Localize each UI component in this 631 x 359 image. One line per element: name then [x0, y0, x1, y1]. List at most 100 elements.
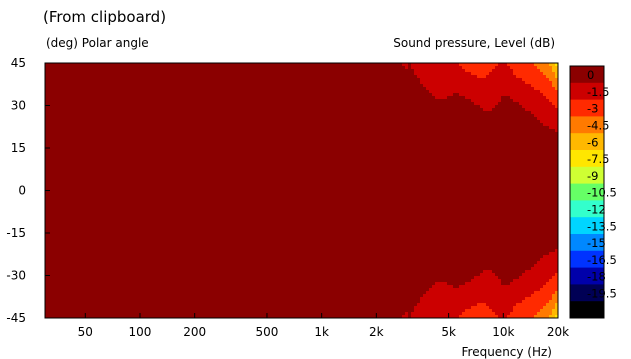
heatmap-cell	[66, 177, 70, 181]
heatmap-cell	[48, 315, 52, 319]
heatmap-cell	[195, 270, 199, 274]
heatmap-cell	[114, 87, 118, 91]
heatmap-cell	[93, 66, 97, 70]
heatmap-cell	[165, 216, 169, 220]
heatmap-cell	[99, 216, 103, 220]
heatmap-cell	[219, 213, 223, 217]
heatmap-cell	[207, 282, 211, 286]
heatmap-cell	[204, 216, 208, 220]
heatmap-cell	[144, 282, 148, 286]
heatmap-cell	[45, 87, 49, 91]
heatmap-cell	[126, 108, 130, 112]
heatmap-cell	[189, 267, 193, 271]
heatmap-cell	[171, 240, 175, 244]
heatmap-cell	[69, 315, 73, 319]
heatmap-cell	[198, 63, 202, 67]
heatmap-cell	[129, 285, 133, 289]
heatmap-cell	[66, 228, 70, 232]
heatmap-cell	[129, 102, 133, 106]
heatmap-cell	[78, 90, 82, 94]
heatmap-cell	[195, 189, 199, 193]
heatmap-cell	[144, 207, 148, 211]
heatmap-cell	[150, 210, 154, 214]
heatmap-cell	[192, 297, 196, 301]
heatmap-cell	[126, 282, 130, 286]
heatmap-cell	[180, 204, 184, 208]
heatmap-cell	[45, 309, 49, 313]
heatmap-cell	[72, 117, 76, 121]
heatmap-cell	[114, 168, 118, 172]
heatmap-cell	[99, 165, 103, 169]
heatmap-cell	[195, 141, 199, 145]
heatmap-cell	[177, 294, 181, 298]
heatmap-cell	[90, 120, 94, 124]
heatmap-cell	[183, 84, 187, 88]
heatmap-cell	[150, 99, 154, 103]
heatmap-cell	[57, 120, 61, 124]
heatmap-cell	[105, 312, 109, 316]
heatmap-cell	[159, 198, 163, 202]
heatmap-cell	[60, 171, 64, 175]
heatmap-cell	[48, 144, 52, 148]
heatmap-cell	[207, 102, 211, 106]
heatmap-cell	[186, 297, 190, 301]
heatmap-cell	[75, 138, 79, 142]
heatmap-cell	[81, 201, 85, 205]
heatmap-cell	[102, 78, 106, 82]
heatmap-cell	[129, 150, 133, 154]
heatmap-cell	[75, 93, 79, 97]
heatmap-cell	[210, 294, 214, 298]
heatmap-cell	[66, 162, 70, 166]
heatmap-cell	[120, 201, 124, 205]
heatmap-cell	[105, 168, 109, 172]
heatmap-cell	[156, 75, 160, 79]
heatmap-cell	[165, 72, 169, 76]
heatmap-cell	[87, 114, 91, 118]
heatmap-cell	[162, 108, 166, 112]
heatmap-cell	[66, 309, 70, 313]
heatmap-cell	[120, 111, 124, 115]
heatmap-cell	[207, 132, 211, 136]
heatmap-cell	[66, 90, 70, 94]
heatmap-cell	[96, 204, 100, 208]
heatmap-cell	[66, 276, 70, 280]
heatmap-cell	[90, 132, 94, 136]
heatmap-cell	[105, 93, 109, 97]
heatmap-cell	[171, 165, 175, 169]
heatmap-cell	[195, 228, 199, 232]
heatmap-cell	[198, 297, 202, 301]
heatmap-cell	[90, 84, 94, 88]
heatmap-cell	[189, 144, 193, 148]
heatmap-cell	[48, 174, 52, 178]
heatmap-cell	[63, 288, 67, 292]
heatmap-cell	[114, 225, 118, 229]
heatmap-cell	[69, 267, 73, 271]
heatmap-cell	[210, 300, 214, 304]
heatmap-cell	[210, 81, 214, 85]
heatmap-cell	[57, 303, 61, 307]
heatmap-cell	[57, 234, 61, 238]
heatmap-cell	[192, 306, 196, 310]
heatmap-cell	[204, 81, 208, 85]
heatmap-cell	[60, 192, 64, 196]
heatmap-cell	[135, 177, 139, 181]
heatmap-cell	[144, 216, 148, 220]
heatmap-cell	[216, 183, 220, 187]
heatmap-cell	[99, 252, 103, 256]
heatmap-cell	[141, 114, 145, 118]
heatmap-cell	[201, 288, 205, 292]
heatmap-cell	[126, 210, 130, 214]
heatmap-cell	[66, 279, 70, 283]
heatmap-cell	[204, 147, 208, 151]
heatmap-cell	[207, 213, 211, 217]
heatmap-cell	[99, 219, 103, 223]
heatmap-cell	[207, 159, 211, 163]
heatmap-cell	[198, 258, 202, 262]
heatmap-cell	[213, 171, 217, 175]
heatmap-cell	[90, 294, 94, 298]
heatmap-cell	[102, 258, 106, 262]
heatmap-cell	[99, 84, 103, 88]
heatmap-cell	[216, 120, 220, 124]
heatmap-cell	[57, 174, 61, 178]
heatmap-cell	[102, 261, 106, 265]
